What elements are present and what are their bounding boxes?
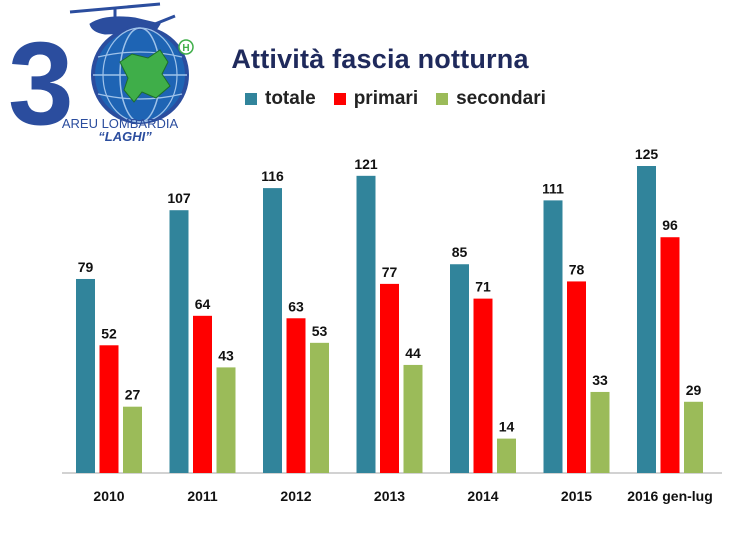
legend-swatch-totale (245, 93, 257, 105)
legend-label: totale (265, 88, 316, 109)
data-label-primari-2010: 52 (101, 325, 117, 341)
bar-totale-2016-gen-lug (637, 166, 656, 473)
data-label-totale-2015: 111 (542, 180, 564, 196)
legend-label: secondari (456, 88, 546, 109)
legend-item-totale: totale (245, 88, 316, 110)
legend-item-secondari: secondari (436, 88, 546, 110)
data-label-secondari-2013: 44 (405, 345, 421, 361)
bar-primari-2012 (286, 318, 306, 473)
data-label-totale-2016-gen-lug: 125 (635, 146, 659, 162)
chart-title: Attività fascia notturna (231, 44, 529, 74)
data-label-primari-2011: 64 (195, 296, 211, 312)
x-tick-label: 2011 (187, 488, 218, 504)
data-label-totale-2012: 116 (261, 168, 284, 184)
logo-three: 3 (10, 18, 74, 142)
bar-primari-2016-gen-lug (660, 237, 680, 473)
x-tick-label: 2016 gen-lug (627, 488, 713, 504)
legend-item-primari: primari (333, 88, 419, 110)
areu-logo: 3 H AREU LOMBARDIA “LAGHI” (10, 2, 194, 142)
data-label-totale-2010: 79 (78, 259, 94, 275)
bar-primari-2014 (473, 298, 493, 473)
bar-totale-2010 (76, 278, 95, 473)
data-label-primari-2016-gen-lug: 96 (662, 217, 678, 233)
bar-primari-2011 (193, 315, 212, 473)
data-label-totale-2011: 107 (167, 190, 191, 206)
bar-totale-2013 (356, 175, 376, 473)
x-tick-label: 2014 (467, 488, 498, 504)
bar-secondari-2013 (403, 364, 423, 473)
x-tick-label: 2012 (280, 488, 311, 504)
bar-primari-2010 (99, 345, 119, 473)
data-label-secondari-2016-gen-lug: 29 (686, 382, 702, 398)
bar-totale-2015 (543, 200, 563, 473)
data-label-totale-2014: 85 (452, 244, 468, 260)
x-tick-label: 2010 (93, 488, 124, 504)
hospital-badge: H (178, 39, 194, 55)
bar-secondari-2014 (497, 438, 516, 473)
data-label-primari-2012: 63 (288, 298, 304, 314)
bar-secondari-2016-gen-lug (684, 401, 703, 473)
bar-primari-2015 (567, 281, 586, 473)
data-label-secondari-2011: 43 (218, 347, 234, 363)
data-label-primari-2014: 71 (475, 279, 491, 295)
bar-secondari-2012 (310, 342, 329, 473)
data-label-secondari-2012: 53 (312, 323, 328, 339)
x-tick-label: 2013 (374, 488, 405, 504)
chart-legend: totale primari secondari (245, 88, 546, 110)
legend-swatch-secondari (436, 93, 449, 105)
svg-text:H: H (182, 43, 189, 54)
bar-totale-2014 (450, 264, 469, 473)
bar-secondari-2015 (590, 391, 610, 473)
x-tick-label: 2015 (561, 488, 592, 504)
bar-totale-2011 (169, 210, 189, 473)
data-label-secondari-2015: 33 (592, 372, 608, 388)
bar-primari-2013 (380, 283, 399, 473)
legend-swatch-primari (333, 93, 346, 105)
bar-totale-2012 (263, 188, 282, 473)
legend-label: primari (353, 88, 419, 109)
data-label-totale-2013: 121 (354, 156, 378, 172)
data-label-primari-2015: 78 (569, 261, 585, 277)
globe-icon (91, 26, 189, 124)
logo-line2: “LAGHI” (98, 129, 152, 142)
logo-line1: AREU LOMBARDIA (62, 116, 179, 131)
bar-secondari-2011 (216, 367, 236, 473)
bar-secondari-2010 (123, 406, 142, 473)
data-label-primari-2013: 77 (382, 264, 398, 280)
data-label-secondari-2014: 14 (499, 419, 515, 435)
data-label-secondari-2010: 27 (125, 387, 141, 403)
